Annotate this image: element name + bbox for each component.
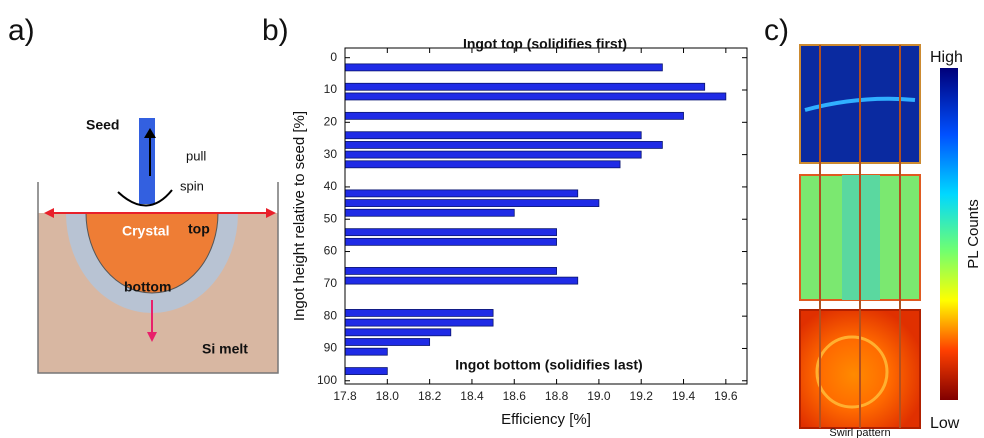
x-tick-label: 19.4: [672, 389, 696, 403]
colorbar: [940, 68, 958, 400]
x-tick-label: 18.4: [460, 389, 484, 403]
panel-c: c) High Low PL Counts Swirl pattern: [764, 14, 982, 438]
bar: [344, 63, 663, 72]
bar: [344, 309, 494, 317]
x-tick-label: 19.6: [714, 389, 738, 403]
y-tick-label: 30: [324, 147, 338, 161]
y-tick-label: 100: [317, 373, 337, 387]
caption: Swirl pattern: [829, 427, 890, 438]
label: Crystal: [122, 223, 169, 239]
y-tick-label: 50: [324, 211, 338, 225]
annotation: Ingot top (solidifies first): [463, 36, 627, 52]
y-tick-label: 20: [324, 114, 338, 128]
y-tick-label: 40: [324, 179, 338, 193]
plot-frame: [344, 47, 748, 385]
panel-label: c): [764, 14, 789, 47]
label: Seed: [86, 117, 119, 133]
spin-arrow: [117, 189, 173, 207]
bar: [344, 267, 557, 275]
x-tick-label: 19.2: [630, 389, 654, 403]
bar: [344, 111, 684, 120]
crucible: [37, 182, 279, 374]
colorbar-low: Low: [930, 415, 960, 432]
bar: [344, 160, 621, 169]
colorbar-label: PL Counts: [965, 199, 982, 269]
bar: [344, 208, 515, 217]
bar: [344, 276, 579, 285]
bar: [344, 367, 388, 375]
colorbar-high: High: [930, 49, 963, 66]
y-tick-label: 80: [324, 308, 338, 322]
bar: [344, 318, 494, 327]
bar: [344, 189, 579, 198]
bar: [344, 199, 600, 207]
bar: [344, 141, 663, 149]
x-tick-label: 18.2: [418, 389, 442, 403]
bar: [344, 228, 557, 237]
annotation: Ingot bottom (solidifies last): [455, 357, 642, 373]
panel-label: b): [262, 14, 289, 47]
label: spin: [180, 178, 204, 193]
bar: [344, 338, 431, 346]
arrow-head: [147, 332, 157, 342]
y-tick-label: 10: [324, 82, 338, 96]
bar: [344, 347, 388, 356]
busbars: [819, 45, 901, 428]
x-tick-label: 18.8: [545, 389, 569, 403]
panel-b: b) 17.8 18.0 18.2 18.4 18.6 18.8 19.0 19.2 19.4 1…: [262, 14, 748, 428]
panel-a: a) Seed pull spin Crystal top bottom Si …: [8, 14, 279, 374]
panel-label: a): [8, 14, 35, 47]
bar: [344, 237, 557, 246]
y-tick-label: 70: [324, 276, 338, 290]
x-axis-label: Efficiency [%]: [501, 411, 591, 428]
swirl: [815, 335, 889, 409]
bar: [344, 92, 727, 101]
label: pull: [186, 148, 206, 163]
label: Si melt: [202, 341, 248, 357]
x-tick-label: 18.6: [503, 389, 527, 403]
y-tick-label: 0: [330, 50, 337, 64]
label: bottom: [124, 279, 171, 295]
x-tick-label: 19.0: [587, 389, 611, 403]
seed-rod: [139, 118, 155, 204]
bar: [344, 82, 706, 91]
bar: [344, 150, 642, 159]
label: top: [188, 221, 210, 237]
bar: [344, 131, 642, 140]
x-tick-label: 18.0: [376, 389, 400, 403]
arrow-head: [144, 128, 156, 138]
bar: [344, 328, 452, 337]
x-tick-label: 17.8: [333, 389, 357, 403]
y-axis-label: Ingot height relative to seed [%]: [291, 111, 308, 321]
crystal: [85, 212, 219, 294]
y-tick-label: 60: [324, 244, 338, 258]
y-tick-label: 90: [324, 341, 338, 355]
